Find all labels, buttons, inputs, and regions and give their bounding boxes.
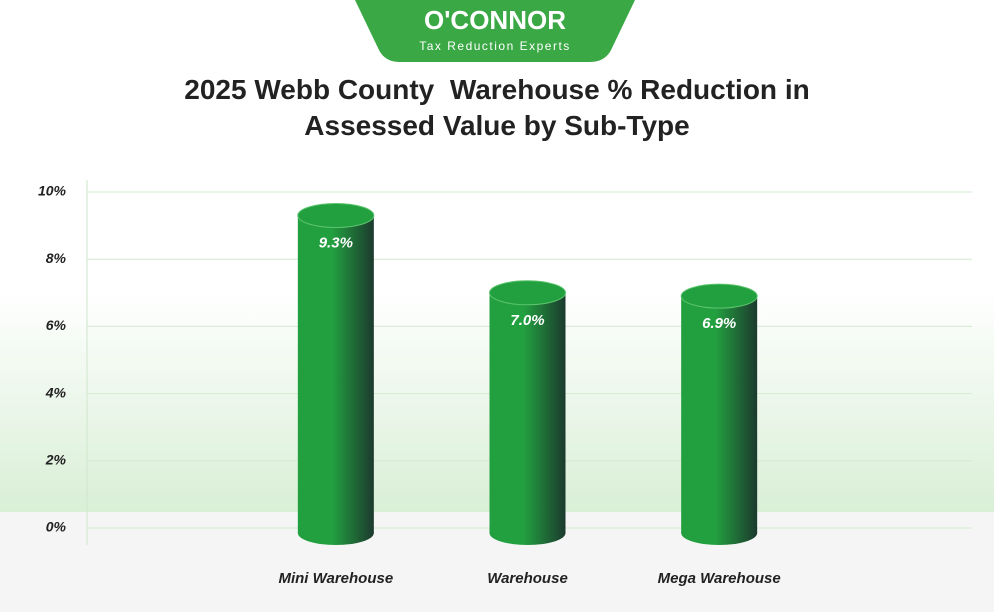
x-tick-label: Mega Warehouse: [658, 570, 781, 587]
y-tick-label: 8%: [46, 250, 67, 266]
x-tick-label: Mini Warehouse: [278, 570, 393, 587]
cylinder-top: [489, 280, 566, 306]
bar: [681, 296, 758, 533]
chart-title: 2025 Webb County Warehouse % Reduction i…: [184, 74, 817, 141]
y-tick-label: 4%: [45, 384, 67, 400]
logo-badge: [355, 0, 635, 62]
logo-name: O'CONNOR: [424, 5, 566, 35]
y-tick-label: 10%: [38, 183, 67, 199]
value-label: 7.0%: [510, 312, 544, 329]
logo-tagline: Tax Reduction Experts: [419, 39, 571, 53]
bar: [489, 292, 566, 533]
y-tick-label: 0%: [46, 519, 67, 535]
y-tick-label: 6%: [46, 317, 67, 333]
cylinder-top: [680, 283, 758, 309]
cylinder-top: [297, 203, 375, 229]
value-label: 9.3%: [319, 234, 353, 251]
value-label: 6.9%: [702, 315, 736, 332]
x-tick-label: Warehouse: [487, 570, 568, 587]
y-tick-label: 2%: [45, 452, 67, 468]
bar: [297, 215, 374, 533]
